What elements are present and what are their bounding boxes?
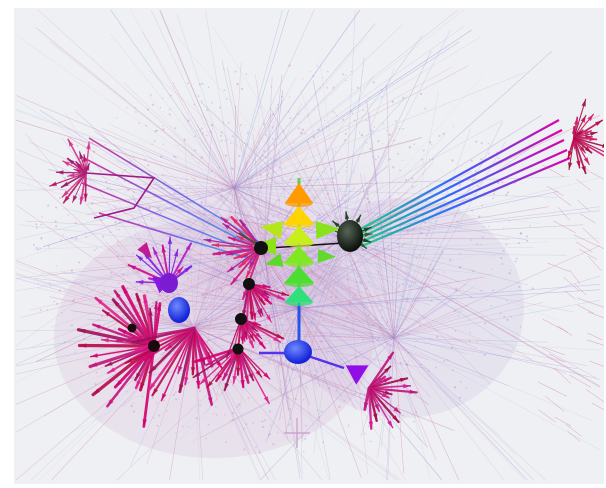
right-beam-bundle (358, 119, 571, 248)
dark-node-1 (254, 241, 268, 255)
spike-bursts (76, 211, 418, 430)
blue-node-left (168, 297, 190, 323)
dark-node-2 (243, 278, 255, 290)
far-left-cluster (49, 138, 156, 219)
violet-node-left (160, 273, 178, 293)
image-frame (14, 8, 604, 484)
dark-node-6 (127, 323, 137, 333)
far-right-cluster (538, 98, 604, 442)
hub-nodes (127, 220, 363, 364)
dark-green-hub-node (337, 220, 363, 252)
network-graph (14, 9, 604, 481)
cone-stack (252, 183, 340, 306)
blue-hub-node (284, 340, 312, 364)
fine-edge-web (15, 9, 601, 481)
dark-node-4 (232, 343, 244, 355)
dark-node-3 (235, 313, 247, 325)
bottom-sparkle (284, 418, 310, 448)
dark-node-5 (148, 340, 160, 352)
